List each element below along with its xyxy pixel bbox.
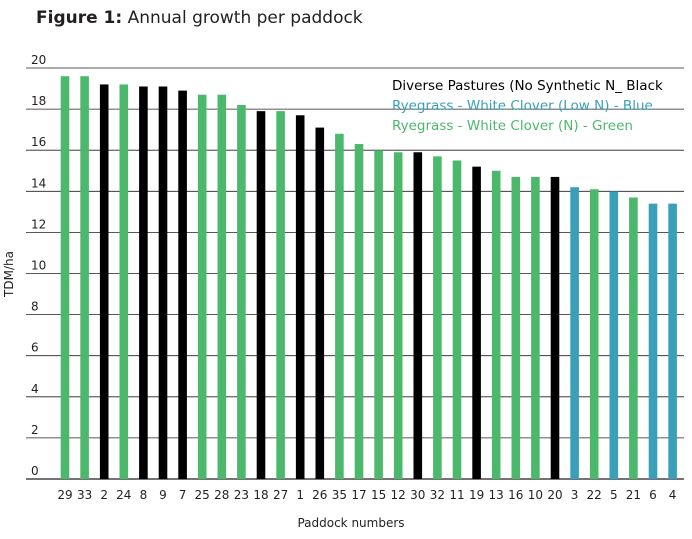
x-tick-label-32: 32 bbox=[430, 488, 445, 502]
bar-8 bbox=[139, 86, 148, 480]
x-tick-label-9: 9 bbox=[159, 488, 167, 502]
x-tick-label-10: 10 bbox=[528, 488, 543, 502]
y-tick-label-0: 0 bbox=[31, 464, 39, 478]
y-tick-label-10: 10 bbox=[31, 259, 46, 273]
x-tick-label-15: 15 bbox=[371, 488, 386, 502]
x-tick-label-28: 28 bbox=[214, 488, 229, 502]
bar-16 bbox=[511, 176, 521, 480]
x-tick-label-8: 8 bbox=[140, 488, 148, 502]
bar-23 bbox=[237, 104, 246, 480]
y-tick-label-20: 20 bbox=[31, 53, 46, 67]
x-tick-label-11: 11 bbox=[449, 488, 464, 502]
bar-3 bbox=[570, 187, 579, 479]
bar-24 bbox=[119, 84, 129, 479]
x-tick-label-4: 4 bbox=[669, 488, 677, 502]
bar-7 bbox=[178, 90, 187, 479]
bar-15 bbox=[374, 150, 383, 479]
legend-item-2: Ryegrass - White Clover (N) - Green bbox=[392, 118, 633, 134]
x-tick-label-22: 22 bbox=[587, 488, 602, 502]
x-tick-label-13: 13 bbox=[489, 488, 504, 502]
bar-35 bbox=[335, 133, 344, 479]
x-tick-label-30: 30 bbox=[410, 488, 425, 502]
x-tick-label-20: 20 bbox=[547, 488, 562, 502]
bar-26 bbox=[315, 127, 325, 479]
bar-25 bbox=[197, 94, 207, 479]
bar-4 bbox=[668, 203, 677, 479]
legend-item-1: Ryegrass - White Clover (Low N) - Blue bbox=[392, 98, 653, 114]
bar-33 bbox=[80, 76, 89, 479]
x-tick-label-35: 35 bbox=[332, 488, 347, 502]
bar-18 bbox=[256, 111, 266, 479]
y-tick-label-16: 16 bbox=[31, 135, 46, 149]
x-tick-label-17: 17 bbox=[351, 488, 366, 502]
x-tick-label-25: 25 bbox=[195, 488, 210, 502]
bar-11 bbox=[452, 160, 462, 479]
bar-5 bbox=[609, 191, 619, 480]
y-tick-label-8: 8 bbox=[31, 300, 39, 314]
bar-12 bbox=[393, 152, 403, 479]
y-tick-label-2: 2 bbox=[31, 423, 39, 437]
bar-27 bbox=[276, 111, 285, 479]
bar-2 bbox=[99, 84, 109, 479]
x-tick-label-7: 7 bbox=[179, 488, 187, 502]
bar-22 bbox=[589, 189, 599, 479]
x-tick-label-29: 29 bbox=[57, 488, 72, 502]
figure-title-text: Annual growth per paddock bbox=[127, 8, 363, 28]
x-tick-label-26: 26 bbox=[312, 488, 327, 502]
bar-1 bbox=[295, 115, 305, 479]
bar-19 bbox=[472, 166, 481, 479]
x-axis-label: Paddock numbers bbox=[297, 516, 404, 530]
bar-28 bbox=[217, 94, 227, 479]
x-tick-label-5: 5 bbox=[610, 488, 618, 502]
figure-label: Figure 1: bbox=[36, 8, 123, 28]
y-tick-label-6: 6 bbox=[31, 341, 39, 355]
bar-21 bbox=[629, 197, 638, 479]
bar-17 bbox=[354, 144, 364, 479]
x-tick-label-21: 21 bbox=[626, 488, 641, 502]
y-axis-label: TDM/ha bbox=[2, 251, 16, 298]
x-tick-label-24: 24 bbox=[116, 488, 131, 502]
y-tick-label-18: 18 bbox=[31, 94, 46, 108]
y-tick-label-4: 4 bbox=[31, 382, 39, 396]
bar-32 bbox=[433, 156, 442, 480]
bar-9 bbox=[158, 86, 168, 480]
x-tick-label-16: 16 bbox=[508, 488, 523, 502]
x-tick-label-12: 12 bbox=[391, 488, 406, 502]
figure-title: Figure 1: Annual growth per paddock bbox=[36, 8, 363, 28]
y-tick-label-12: 12 bbox=[31, 217, 46, 231]
bar-30 bbox=[413, 152, 423, 479]
y-tick-label-14: 14 bbox=[31, 176, 46, 190]
x-tick-label-3: 3 bbox=[571, 488, 579, 502]
x-tick-label-2: 2 bbox=[100, 488, 108, 502]
x-tick-label-33: 33 bbox=[77, 488, 92, 502]
x-tick-label-27: 27 bbox=[273, 488, 288, 502]
bar-6 bbox=[648, 203, 658, 479]
x-tick-label-23: 23 bbox=[234, 488, 249, 502]
bar-29 bbox=[60, 76, 70, 479]
legend-item-0: Diverse Pastures (No Synthetic N_ Black bbox=[392, 78, 663, 94]
x-tick-label-6: 6 bbox=[649, 488, 657, 502]
x-tick-label-18: 18 bbox=[253, 488, 268, 502]
x-tick-label-19: 19 bbox=[469, 488, 484, 502]
bar-10 bbox=[531, 176, 540, 480]
x-tick-label-1: 1 bbox=[296, 488, 304, 502]
bar-20 bbox=[550, 176, 560, 480]
bar-13 bbox=[491, 170, 501, 479]
